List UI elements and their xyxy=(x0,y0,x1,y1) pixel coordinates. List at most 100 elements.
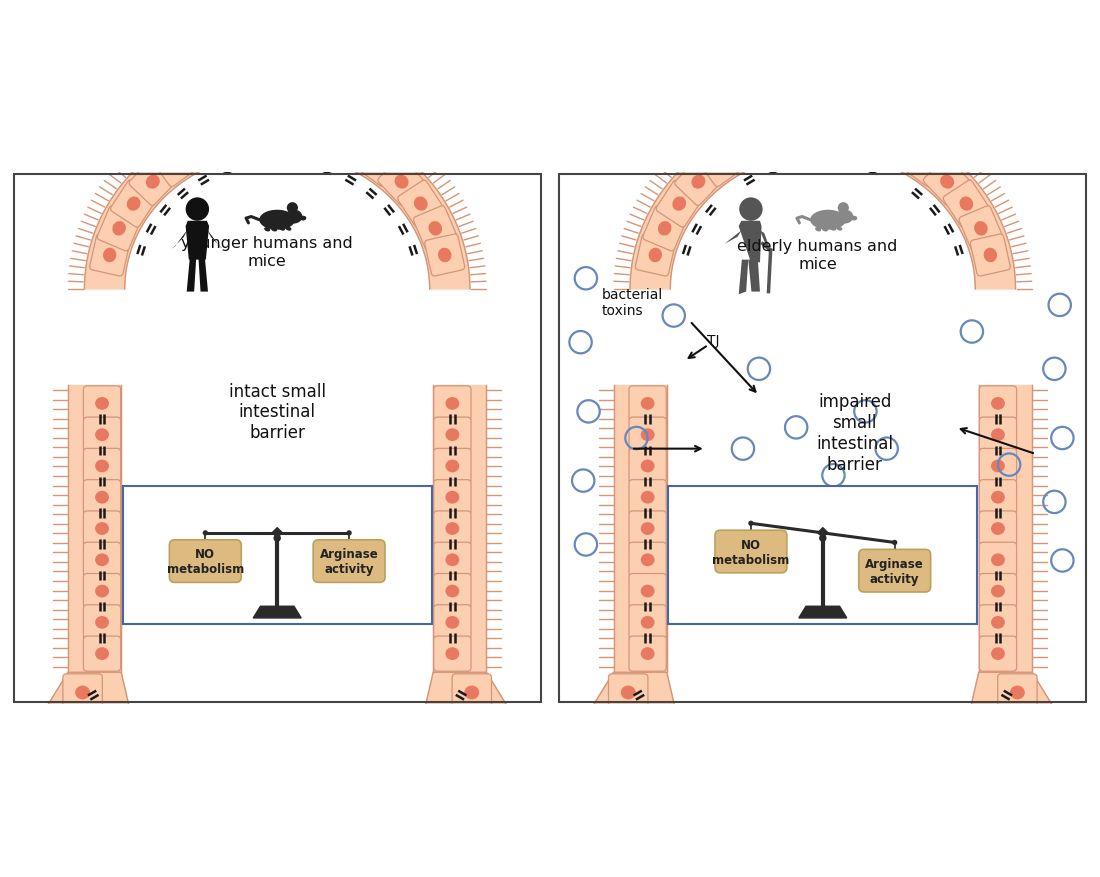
FancyBboxPatch shape xyxy=(273,117,312,153)
FancyBboxPatch shape xyxy=(355,140,402,188)
Ellipse shape xyxy=(640,585,654,598)
FancyBboxPatch shape xyxy=(979,480,1016,515)
FancyBboxPatch shape xyxy=(979,605,1016,640)
Ellipse shape xyxy=(640,397,654,410)
Ellipse shape xyxy=(640,429,654,441)
FancyBboxPatch shape xyxy=(97,207,141,252)
FancyBboxPatch shape xyxy=(84,449,121,484)
FancyBboxPatch shape xyxy=(433,605,471,640)
Polygon shape xyxy=(971,673,1054,707)
Ellipse shape xyxy=(917,157,931,171)
Ellipse shape xyxy=(991,397,1005,410)
FancyBboxPatch shape xyxy=(179,127,226,172)
Ellipse shape xyxy=(991,460,1005,473)
Ellipse shape xyxy=(429,222,442,236)
Ellipse shape xyxy=(446,647,460,660)
FancyBboxPatch shape xyxy=(452,674,492,711)
Ellipse shape xyxy=(640,617,654,629)
Ellipse shape xyxy=(815,228,822,232)
Ellipse shape xyxy=(672,197,686,211)
FancyBboxPatch shape xyxy=(979,543,1016,578)
Ellipse shape xyxy=(446,429,460,441)
Polygon shape xyxy=(760,232,772,254)
Ellipse shape xyxy=(95,429,109,441)
Ellipse shape xyxy=(95,460,109,473)
Ellipse shape xyxy=(983,248,997,263)
Ellipse shape xyxy=(975,222,988,236)
Ellipse shape xyxy=(169,157,183,171)
Text: impaired
small
intestinal
barrier: impaired small intestinal barrier xyxy=(816,393,893,474)
Ellipse shape xyxy=(640,523,654,535)
Ellipse shape xyxy=(414,197,428,211)
Ellipse shape xyxy=(640,460,654,473)
Polygon shape xyxy=(739,222,761,263)
FancyBboxPatch shape xyxy=(629,449,667,484)
FancyBboxPatch shape xyxy=(433,449,471,484)
Ellipse shape xyxy=(285,227,292,232)
Ellipse shape xyxy=(372,157,385,171)
Ellipse shape xyxy=(800,128,815,141)
Circle shape xyxy=(748,521,754,526)
Ellipse shape xyxy=(146,175,160,189)
FancyBboxPatch shape xyxy=(859,550,931,592)
Ellipse shape xyxy=(95,553,109,567)
Ellipse shape xyxy=(692,175,705,189)
FancyBboxPatch shape xyxy=(84,543,121,578)
FancyBboxPatch shape xyxy=(169,540,241,582)
Ellipse shape xyxy=(620,686,636,700)
FancyBboxPatch shape xyxy=(629,387,667,422)
FancyBboxPatch shape xyxy=(63,674,102,711)
Ellipse shape xyxy=(95,491,109,504)
FancyBboxPatch shape xyxy=(629,637,667,672)
FancyBboxPatch shape xyxy=(725,127,771,172)
FancyBboxPatch shape xyxy=(657,181,702,228)
Ellipse shape xyxy=(890,143,904,156)
Ellipse shape xyxy=(95,397,109,410)
Ellipse shape xyxy=(395,175,408,189)
FancyBboxPatch shape xyxy=(84,511,121,546)
Circle shape xyxy=(346,531,352,536)
FancyBboxPatch shape xyxy=(123,487,431,624)
Circle shape xyxy=(838,203,849,214)
Circle shape xyxy=(186,198,209,222)
Polygon shape xyxy=(46,673,129,707)
FancyBboxPatch shape xyxy=(608,674,648,711)
FancyBboxPatch shape xyxy=(944,181,989,228)
Ellipse shape xyxy=(640,491,654,504)
Ellipse shape xyxy=(95,647,109,660)
Ellipse shape xyxy=(446,491,460,504)
Ellipse shape xyxy=(1010,686,1025,700)
Ellipse shape xyxy=(640,553,654,567)
Ellipse shape xyxy=(991,647,1005,660)
Polygon shape xyxy=(187,258,196,292)
Ellipse shape xyxy=(103,248,117,263)
FancyBboxPatch shape xyxy=(715,531,786,574)
Ellipse shape xyxy=(260,210,295,231)
Ellipse shape xyxy=(446,585,460,598)
Polygon shape xyxy=(85,113,470,289)
FancyBboxPatch shape xyxy=(378,159,426,206)
FancyBboxPatch shape xyxy=(756,119,799,160)
FancyBboxPatch shape xyxy=(874,127,921,172)
FancyBboxPatch shape xyxy=(629,480,667,515)
Ellipse shape xyxy=(658,222,671,236)
Polygon shape xyxy=(253,607,301,618)
Ellipse shape xyxy=(224,133,239,146)
Ellipse shape xyxy=(959,197,974,211)
FancyBboxPatch shape xyxy=(629,605,667,640)
FancyBboxPatch shape xyxy=(629,574,667,609)
Polygon shape xyxy=(614,385,667,673)
FancyBboxPatch shape xyxy=(979,574,1016,609)
Ellipse shape xyxy=(95,585,109,598)
Text: Arginase
activity: Arginase activity xyxy=(866,557,924,585)
FancyBboxPatch shape xyxy=(425,235,464,276)
Polygon shape xyxy=(207,230,223,250)
FancyBboxPatch shape xyxy=(314,540,385,582)
Ellipse shape xyxy=(991,429,1005,441)
Polygon shape xyxy=(272,528,283,538)
Ellipse shape xyxy=(75,686,90,700)
FancyBboxPatch shape xyxy=(153,140,199,188)
Circle shape xyxy=(892,540,898,545)
Ellipse shape xyxy=(649,248,662,263)
Polygon shape xyxy=(799,607,847,618)
